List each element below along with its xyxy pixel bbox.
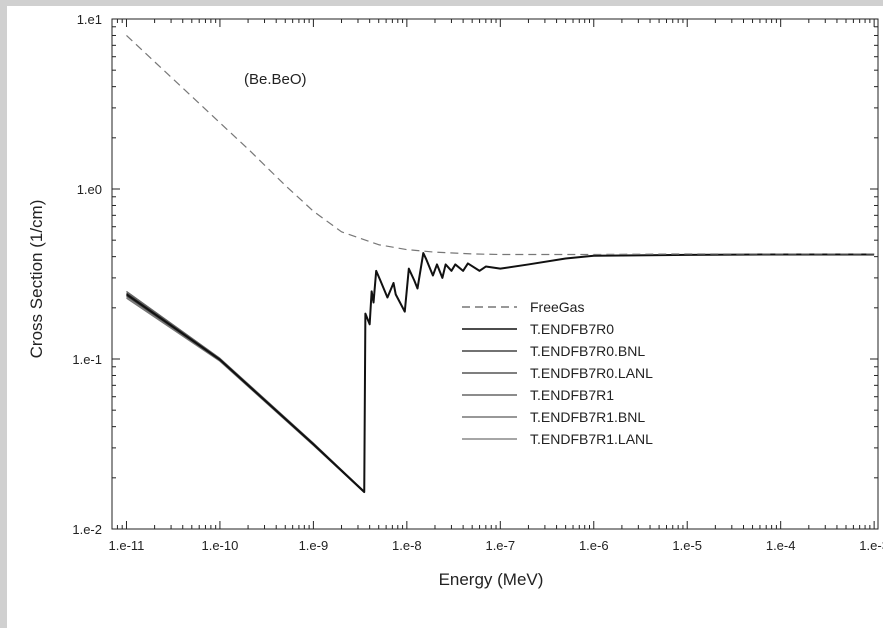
series-layer — [125, 35, 875, 494]
x-tick-label: 1.e-3 — [859, 538, 883, 553]
legend-label-freegas: FreeGas — [530, 299, 584, 315]
legend-label-t-endfb7r1-bnl: T.ENDFB7R1.BNL — [530, 409, 645, 425]
x-tick-label: 1.e-8 — [392, 538, 422, 553]
axes-layer: 1.e-11 1.e-10 1.e-9 1.e-8 1.e-7 1.e-6 1.e-5 1.e… — [72, 12, 883, 553]
plot-border — [111, 18, 879, 530]
series-line-freegas — [126, 35, 875, 256]
x-axis-label: Energy (MeV) — [439, 570, 544, 589]
material-annotation: (Be.BeO) — [244, 71, 307, 88]
legend-label-t-endfb7r0: T.ENDFB7R0 — [530, 321, 614, 337]
x-tick-label: 1.e-9 — [299, 538, 329, 553]
x-tick-label: 1.e-10 — [201, 538, 238, 553]
x-tick-label: 1.e-6 — [579, 538, 609, 553]
x-tick-label: 1.e-4 — [766, 538, 796, 553]
y-axis-label: Cross Section (1/cm) — [27, 200, 46, 359]
legend-label-t-endfb7r0-lanl: T.ENDFB7R0.LANL — [530, 365, 653, 381]
x-tick-label: 1.e-5 — [672, 538, 702, 553]
series-line-t-endfb7r0 — [125, 252, 875, 494]
series-line-t-endfb7r0-lanl — [126, 295, 365, 493]
x-tick-label: 1.e-11 — [109, 538, 145, 553]
y-tick-label: 1.e1 — [77, 12, 102, 27]
y-tick-label: 1.e-2 — [72, 522, 102, 537]
legend-label-t-endfb7r1: T.ENDFB7R1 — [530, 387, 614, 403]
x-tick-label: 1.e-7 — [485, 538, 515, 553]
series-line-t-endfb7r1-bnl — [126, 297, 365, 493]
legend-label-t-endfb7r0-bnl: T.ENDFB7R0.BNL — [530, 343, 645, 359]
y-tick-label: 1.e0 — [77, 182, 102, 197]
legend: FreeGas T.ENDFB7R0 T.ENDFB7R0.BNL T.ENDFB7R… — [462, 299, 653, 447]
plot-area — [111, 18, 879, 530]
y-tick-label: 1.e-1 — [72, 352, 102, 367]
series-line-t-endfb7r1-lanl — [126, 296, 365, 493]
legend-label-t-endfb7r1-lanl: T.ENDFB7R1.LANL — [530, 431, 653, 447]
